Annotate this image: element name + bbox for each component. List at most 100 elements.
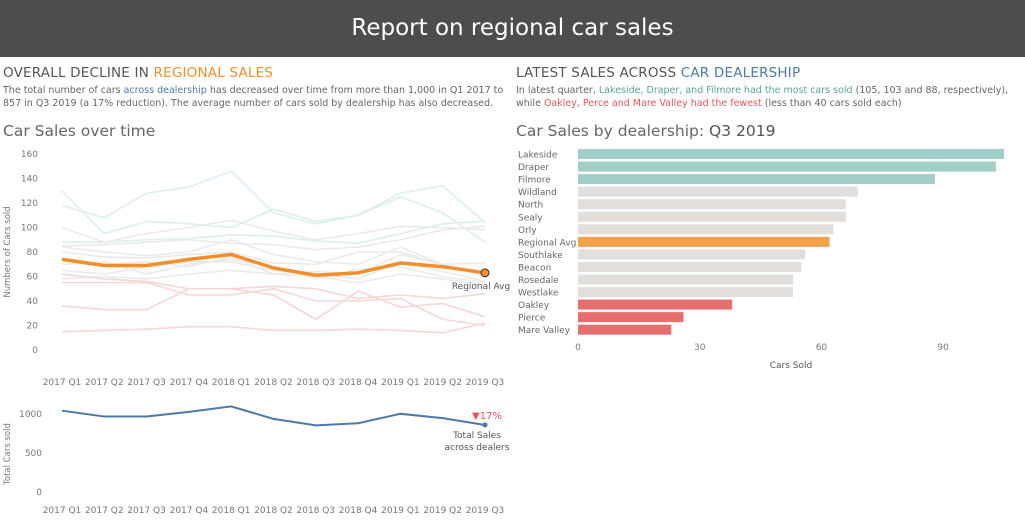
- left-title-highlight: REGIONAL SALES: [153, 65, 274, 81]
- dealership-line: [61, 184, 486, 235]
- x-tick-label: 2018 Q1: [212, 378, 251, 388]
- bar-label: North: [518, 201, 543, 211]
- right-desc-low: Oakley, Perce and Mare Valley had the fe…: [543, 98, 762, 109]
- x-tick-label: 30: [694, 343, 706, 353]
- bar-pierce: [578, 312, 684, 323]
- total-sales-chart: 0 500 1000 Total Cars sold ▼17% Total Sales ac…: [3, 405, 510, 516]
- x-tick-label: 2017 Q1: [43, 506, 82, 516]
- x-tick-label: 2018 Q2: [254, 378, 293, 388]
- x-tick-label: 2017 Q4: [170, 506, 209, 516]
- x-tick-label: 2018 Q2: [254, 506, 293, 516]
- x-tick-label: 2017 Q2: [85, 506, 124, 516]
- bar-label: Orly: [518, 226, 537, 236]
- left-section-title: OVERALL DECLINE IN REGIONAL SALES: [3, 65, 273, 81]
- dealership-line: [61, 251, 486, 278]
- bar-chart-title-prefix: Car Sales by dealership:: [516, 122, 710, 140]
- right-section-description: In latest quarter, Lakeside, Draper, and…: [516, 84, 1016, 110]
- total-sales-annotation-line1: Total Sales: [452, 431, 501, 441]
- bar-label: Southlake: [518, 251, 563, 261]
- right-desc-part3: (less than 40 cars sold each): [761, 98, 902, 109]
- left-desc-link: across dealership: [123, 85, 207, 96]
- right-section-title: LATEST SALES ACROSS CAR DEALERSHIP: [516, 65, 800, 81]
- change-label: ▼17%: [472, 411, 502, 422]
- x-tick-label: 2018 Q3: [297, 378, 336, 388]
- bar-chart-title: Car Sales by dealership: Q3 2019: [516, 122, 775, 140]
- y-axis-label: Total Cars sold: [3, 423, 13, 486]
- bar-oakley: [578, 299, 733, 310]
- y-tick-label: 100: [21, 224, 38, 234]
- y-tick-label: 1000: [19, 410, 42, 420]
- bar-filmore: [578, 174, 936, 185]
- regional-avg-annotation: Regional Avg: [452, 282, 510, 292]
- x-tick-label: 2019 Q3: [466, 378, 505, 388]
- y-tick-label: 0: [36, 488, 42, 498]
- x-tick-label: 2017 Q1: [43, 378, 82, 388]
- bar-north: [578, 199, 846, 210]
- dealership-line: [61, 269, 486, 286]
- x-tick-label: 2018 Q3: [297, 506, 336, 516]
- x-tick-label: 2019 Q2: [423, 378, 462, 388]
- y-tick-label: 80: [27, 248, 39, 258]
- left-section-description: The total number of cars across dealersh…: [3, 84, 508, 110]
- x-tick-label: 2019 Q3: [466, 506, 505, 516]
- bar-sealy: [578, 211, 846, 222]
- y-tick-label: 500: [25, 449, 42, 459]
- dealership-line: [62, 220, 486, 245]
- x-tick-label: 2019 Q2: [423, 506, 462, 516]
- x-tick-label: 2017 Q3: [127, 506, 166, 516]
- x-tick-label: 2017 Q2: [85, 378, 124, 388]
- report-title: Report on regional car sales: [351, 15, 674, 41]
- bar-label: Lakeside: [518, 151, 558, 161]
- dealership-line: [61, 273, 486, 300]
- bar-mare-valley: [578, 324, 672, 335]
- x-axis-label: Cars Sold: [770, 361, 812, 371]
- regional-avg-end-point: [480, 268, 490, 278]
- left-title-prefix: OVERALL DECLINE IN: [3, 65, 154, 81]
- right-desc-part2: (105, 103 and 88, respectively), while: [516, 85, 1009, 109]
- bar-label: Wildland: [518, 188, 557, 198]
- total-sales-annotation-line2: across dealers: [445, 443, 510, 453]
- x-tick-label: 60: [816, 343, 828, 353]
- y-tick-label: 140: [21, 175, 38, 185]
- bar-draper: [578, 161, 996, 172]
- dealership-line: [61, 225, 486, 251]
- bar-southlake: [578, 249, 806, 260]
- bar-label: Rosedale: [518, 276, 559, 286]
- left-desc-part2: has decreased over time from more than 1…: [3, 85, 504, 109]
- dealership-line: [61, 238, 486, 266]
- y-axis-label: Numbers of Cars sold: [3, 206, 13, 297]
- dealership-line: [61, 170, 486, 243]
- bar-wildland: [578, 186, 858, 197]
- total-sales-end-point: [482, 422, 488, 428]
- dealership-line: [62, 281, 486, 327]
- bar-label: Draper: [518, 163, 549, 173]
- x-tick-label: 2018 Q1: [212, 506, 251, 516]
- line-chart-title: Car Sales over time: [3, 122, 156, 140]
- bar-lakeside: [578, 149, 1004, 159]
- y-tick-label: 0: [32, 346, 38, 356]
- total-sales-line: [61, 405, 486, 427]
- bar-chart-title-period: Q3 2019: [709, 122, 776, 140]
- car-sales-over-time-chart: 0 20 40 60 80 100 120 140 160 Numbers of Cars sol…: [3, 150, 510, 388]
- bar-rosedale: [578, 274, 794, 285]
- bar-label: Regional Avg: [518, 238, 576, 248]
- dealership-line: [61, 322, 486, 334]
- bar-orly: [578, 224, 834, 235]
- x-tick-label: 2019 Q1: [381, 378, 420, 388]
- y-tick-label: 120: [21, 199, 38, 209]
- x-tick-label: 2019 Q1: [381, 506, 420, 516]
- bar-label: Filmore: [518, 176, 551, 186]
- bar-westlake: [578, 287, 794, 298]
- report-banner: Report on regional car sales: [0, 0, 1025, 57]
- bar-label: Pierce: [518, 314, 546, 324]
- x-tick-label: 2017 Q3: [127, 378, 166, 388]
- bar-beacon: [578, 261, 802, 272]
- bar-label: Oakley: [518, 301, 550, 311]
- regional-avg-line: [61, 252, 486, 278]
- x-tick-label: 90: [937, 343, 949, 353]
- right-desc-top: Lakeside, Draper, and Filmore had the mo…: [598, 85, 853, 96]
- dealership-line: [61, 219, 486, 244]
- bar-label: Westlake: [518, 289, 559, 299]
- x-tick-label: 2017 Q4: [170, 378, 209, 388]
- sales-by-dealership-chart: Lakeside Draper Filmore Wildland North Sealy O…: [518, 149, 1004, 371]
